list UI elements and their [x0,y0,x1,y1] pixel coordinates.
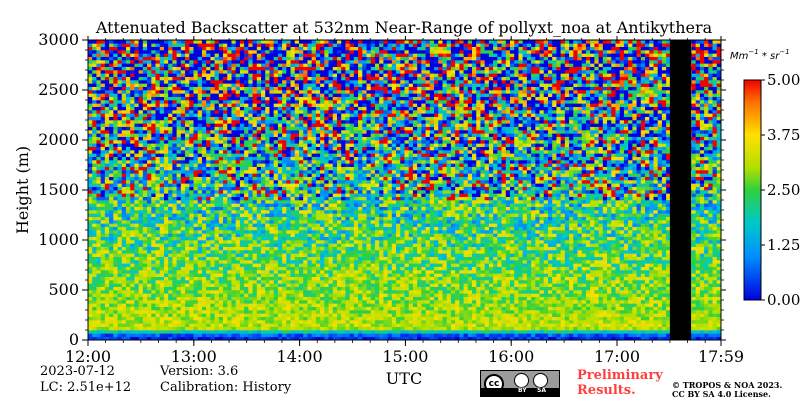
colorbar-ticks: 0.00 1.25 2.50 3.75 5.00 [761,71,800,309]
y-tick-label: 2000 [38,130,79,149]
version-label: Version: 3.6 [160,364,239,379]
x-axis-label: UTC [386,369,422,388]
copyright-line-2: CC BY SA 4.0 License. [672,389,771,399]
copyright-line-1: © TROPOS & NOA 2023. [672,380,783,390]
y-tick-label: 1500 [38,180,79,199]
lc-label: LC: 2.51e+12 [40,380,132,395]
x-tick-label: 17:00 [594,347,640,366]
sa-icon [533,373,548,388]
colorbar-unit: Mm−1 * sr−1 [730,48,790,62]
date-label: 2023-07-12 [40,364,115,379]
colorbar-tick-label: 2.50 [767,181,800,199]
x-tick-label: 12:00 [65,347,111,366]
calibration-label: Calibration: History [160,380,292,395]
by-icon [514,373,529,388]
y-tick-label: 2500 [38,80,79,99]
x-tick-label: 17:59 [698,347,744,366]
preliminary-line-2: Results. [577,383,636,398]
y-axis: 0 500 1000 1500 2000 2500 3000 [38,30,726,349]
y-tick-label: 500 [48,280,79,299]
cc-by-sa-badge: cc BY SA [480,370,560,397]
colorbar [743,79,762,301]
colorbar-tick-label: 1.25 [767,236,800,254]
x-tick-label: 14:00 [277,347,323,366]
by-label: BY [518,387,527,394]
y-tick-label: 3000 [38,30,79,49]
colorbar-tick-label: 0.00 [767,291,800,309]
backscatter-heatmap [88,40,721,340]
chart-title: Attenuated Backscatter at 532nm Near-Ran… [95,18,713,37]
y-tick-label: 0 [69,330,79,349]
colorbar-tick-label: 5.00 [767,71,800,89]
x-tick-label: 13:00 [171,347,217,366]
colorbar-tick-label: 3.75 [767,126,800,144]
y-tick-label: 1000 [38,230,79,249]
sa-label: SA [537,387,546,394]
y-axis-label: Height (m) [13,146,32,234]
badge-label-strip: BY SA [481,387,559,396]
x-axis: 12:00 13:00 14:00 15:00 16:00 17:00 17:59 [65,36,744,366]
x-tick-label: 15:00 [382,347,428,366]
x-tick-label: 16:00 [488,347,534,366]
preliminary-line-1: Preliminary [577,368,663,383]
no-data-band [669,40,692,340]
